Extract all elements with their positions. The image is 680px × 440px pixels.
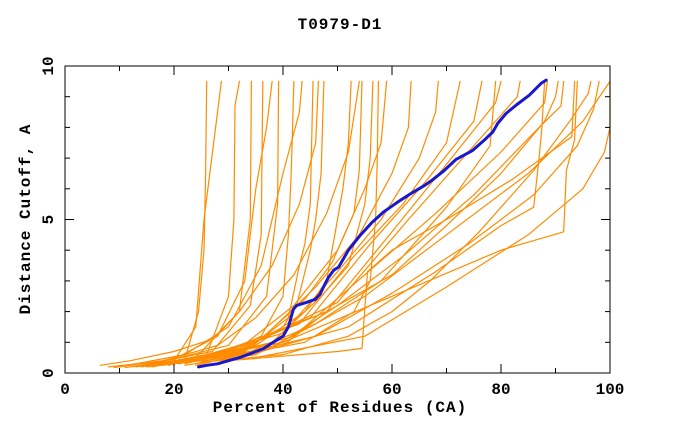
model-curve: [195, 80, 559, 366]
axis-ticks: [64, 65, 611, 374]
model-curve: [140, 80, 240, 368]
model-curve: [206, 80, 379, 362]
model-curves: [99, 80, 611, 369]
model-curve: [151, 80, 388, 368]
x-tick-label: 20: [164, 381, 183, 399]
y-tick-label: 10: [40, 56, 58, 75]
model-curve: [173, 80, 352, 365]
x-axis-label: Percent of Residues (CA): [212, 399, 468, 417]
x-tick-label: 0: [60, 381, 70, 399]
model-curve: [157, 80, 314, 366]
model-curve: [151, 80, 497, 366]
model-curve: [146, 80, 280, 366]
model-curve: [135, 80, 264, 367]
model-curve: [173, 80, 565, 365]
model-curve: [107, 80, 360, 368]
model-curve: [217, 80, 600, 360]
highlighted-curve: [197, 78, 548, 369]
tick-labels: 0 20 40 60 80 100 0 5 10: [40, 56, 624, 399]
model-curve: [178, 80, 439, 365]
model-curve: [113, 80, 273, 369]
model-curve: [200, 80, 592, 363]
y-tick-label: 5: [40, 215, 58, 225]
x-tick-label: 100: [596, 381, 625, 399]
model-curve: [238, 80, 546, 359]
y-axis-label: Distance Cutoff, A: [17, 123, 35, 315]
model-curve: [118, 80, 303, 368]
model-curve: [222, 80, 521, 359]
x-tick-label: 80: [491, 381, 510, 399]
x-tick-label: 40: [273, 381, 292, 399]
highlighted-model-curve: [197, 78, 548, 369]
model-curve: [162, 80, 578, 366]
model-curve: [255, 80, 611, 359]
chart-title: T0979-D1: [297, 16, 383, 34]
model-curve: [195, 80, 548, 365]
model-curve: [227, 80, 576, 362]
model-curve: [129, 80, 222, 368]
model-curve: [211, 80, 502, 360]
y-tick-label: 0: [40, 368, 58, 378]
model-curve: [124, 80, 252, 369]
model-curve: [162, 80, 363, 365]
x-tick-label: 60: [382, 381, 401, 399]
